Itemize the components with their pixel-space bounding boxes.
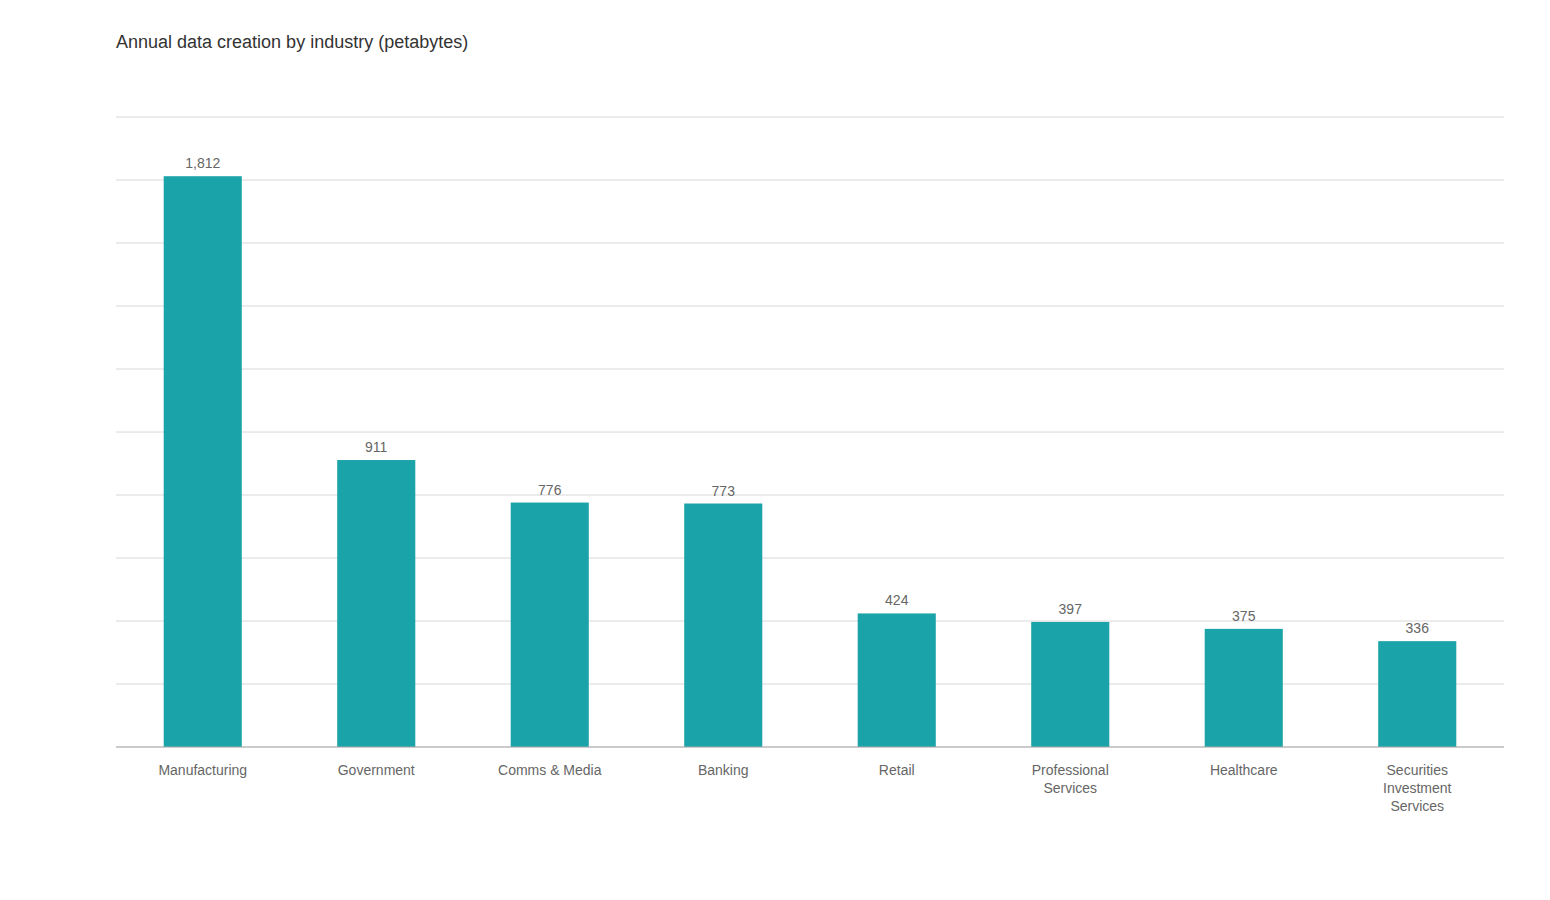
data-labels: 1,812 911 776 773 424 397 375 336	[185, 155, 1429, 636]
bar	[858, 613, 936, 747]
data-label: 911	[365, 439, 388, 455]
x-tick-label: Healthcare	[1210, 762, 1278, 778]
bar	[1205, 629, 1283, 747]
data-label: 397	[1059, 601, 1083, 617]
x-tick-label: Government	[338, 762, 415, 778]
grid-line	[116, 369, 1504, 370]
grid-line	[116, 243, 1504, 244]
x-tick-label-line: Comms & Media	[498, 762, 602, 778]
grid-line	[116, 432, 1504, 433]
bar	[1378, 641, 1456, 747]
x-tick-label: Manufacturing	[158, 762, 247, 778]
x-tick-label-line: Government	[338, 762, 415, 778]
bars	[164, 176, 1457, 747]
bar	[337, 460, 415, 747]
bar	[1031, 622, 1109, 747]
x-tick-label-line: Investment	[1383, 780, 1452, 796]
x-tick-label-line: Manufacturing	[158, 762, 247, 778]
x-tick-label-line: Services	[1043, 780, 1097, 796]
x-tick-label-line: Banking	[698, 762, 749, 778]
chart-svg: Annual data creation by industry (petaby…	[0, 0, 1550, 900]
x-tick-label-line: Healthcare	[1210, 762, 1278, 778]
bar	[511, 503, 589, 747]
x-tick-label-line: Services	[1390, 798, 1444, 814]
grid-line	[116, 495, 1504, 496]
grid-line	[116, 621, 1504, 622]
data-label: 375	[1232, 608, 1256, 624]
grid-line	[116, 747, 1504, 748]
x-tick-label-line: Professional	[1032, 762, 1109, 778]
x-tick-label: Professional Services	[1032, 762, 1109, 796]
x-axis-line	[116, 747, 1504, 748]
chart-container: Annual data creation by industry (petaby…	[0, 0, 1550, 900]
x-tick-label-line: Securities	[1387, 762, 1448, 778]
grid-line	[116, 306, 1504, 307]
data-label: 1,812	[185, 155, 220, 171]
grid-line	[116, 180, 1504, 181]
grid	[116, 117, 1504, 747]
x-tick-label-line: Retail	[879, 762, 915, 778]
x-tick-label: Securities Investment Services	[1383, 762, 1452, 814]
grid-line	[116, 684, 1504, 685]
data-label: 776	[538, 482, 562, 498]
bar	[684, 504, 762, 747]
x-tick-label: Retail	[879, 762, 915, 778]
chart-title: Annual data creation by industry (petaby…	[116, 32, 468, 52]
data-label: 336	[1406, 620, 1430, 636]
data-label: 773	[712, 483, 736, 499]
x-tick-label: Banking	[698, 762, 749, 778]
x-tick-label: Comms & Media	[498, 762, 602, 778]
grid-line	[116, 558, 1504, 559]
data-label: 424	[885, 592, 909, 608]
grid-line	[116, 117, 1504, 118]
x-tick-labels: Manufacturing Government Comms & Media Bank…	[158, 762, 1451, 814]
bar	[164, 176, 242, 747]
